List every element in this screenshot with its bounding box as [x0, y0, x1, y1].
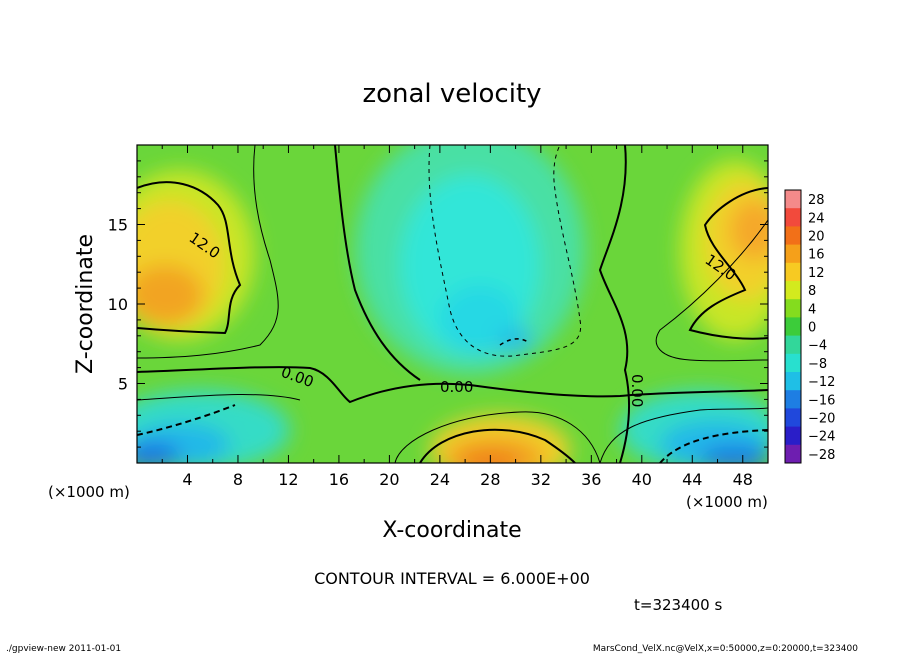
x-tick-label: 28 [480, 470, 500, 489]
chart-title: zonal velocity [362, 79, 541, 109]
colorbar-labels: 28 24 20 16 12 8 4 0 −4 −8 −12 −16 −20 −24 −28 [808, 193, 835, 463]
colorbar-label: −16 [808, 393, 835, 408]
x-tick-label: 8 [233, 470, 243, 489]
colorbar-swatch [785, 281, 801, 300]
colorbar-swatch [785, 208, 801, 227]
x-tick-label: 32 [531, 470, 551, 489]
x-tick-label: 44 [682, 470, 702, 489]
colorbar-label: −28 [808, 448, 835, 463]
x-tick-label: 36 [581, 470, 601, 489]
colorbar-label: 20 [808, 230, 825, 245]
x-axis-label: X-coordinate [382, 518, 521, 543]
colorbar-swatch [785, 408, 801, 428]
colorbar-swatch [785, 299, 801, 318]
x-tick-label: 4 [182, 470, 192, 489]
y-tick-label: 5 [118, 375, 128, 394]
y-axis-label: Z-coordinate [73, 234, 98, 374]
colorbar-swatch [785, 244, 801, 264]
x-tick-label: 24 [430, 470, 450, 489]
y-tick-label: 15 [108, 216, 128, 235]
x-axis: 4 8 12 16 20 24 28 32 36 40 44 48 [161, 145, 769, 489]
y-axis: 5 10 15 [108, 160, 768, 448]
colorbar-frame [784, 189, 802, 464]
colorbar-swatch [785, 190, 801, 209]
x-tick-label: 48 [733, 470, 753, 489]
colorbar-label: 12 [808, 266, 825, 281]
colorbar-label: 28 [808, 193, 825, 208]
colorbar-label: −4 [808, 339, 827, 354]
colorbar-swatch [785, 262, 801, 282]
contour-label-zero-2: 0.00 [440, 378, 473, 396]
x-tick-label: 12 [278, 470, 298, 489]
time-label: t=323400 s [634, 596, 722, 614]
contour-label-zero-3: 0.00 [628, 374, 646, 407]
colorbar-label: 24 [808, 211, 825, 226]
velocity-field [137, 145, 768, 463]
colorbar-swatch [785, 353, 801, 373]
x-axis-unit-right: (×1000 m) [686, 493, 768, 511]
colorbar-label: 8 [808, 284, 816, 299]
colorbar-label: −12 [808, 375, 835, 390]
colorbar-label: 16 [808, 248, 825, 263]
colorbar-label: −24 [808, 430, 835, 445]
x-tick-label: 40 [632, 470, 652, 489]
x-tick-label: 20 [379, 470, 399, 489]
colorbar-swatch [785, 335, 801, 355]
x-axis-unit: (×1000 m) [48, 483, 130, 501]
contour-interval: CONTOUR INTERVAL = 6.000E+00 [314, 569, 590, 588]
colorbar-swatch [785, 390, 801, 409]
colorbar-swatch [785, 226, 801, 246]
colorbar-label: 4 [808, 302, 816, 317]
colorbar-label: −20 [808, 412, 835, 427]
colorbar-swatch [785, 372, 801, 391]
x-tick-label: 16 [329, 470, 349, 489]
footer-right: MarsCond_VelX.nc@VelX,x=0:50000,z=0:2000… [593, 644, 858, 654]
colorbar [784, 189, 802, 464]
y-tick-label: 10 [108, 295, 128, 314]
colorbar-swatch [785, 426, 801, 446]
colorbar-label: 0 [808, 321, 816, 336]
footer-left: ./gpview-new 2011-01-01 [6, 644, 121, 654]
colorbar-label: −8 [808, 357, 827, 372]
colorbar-swatch [785, 317, 801, 337]
colorbar-swatch [785, 444, 801, 464]
